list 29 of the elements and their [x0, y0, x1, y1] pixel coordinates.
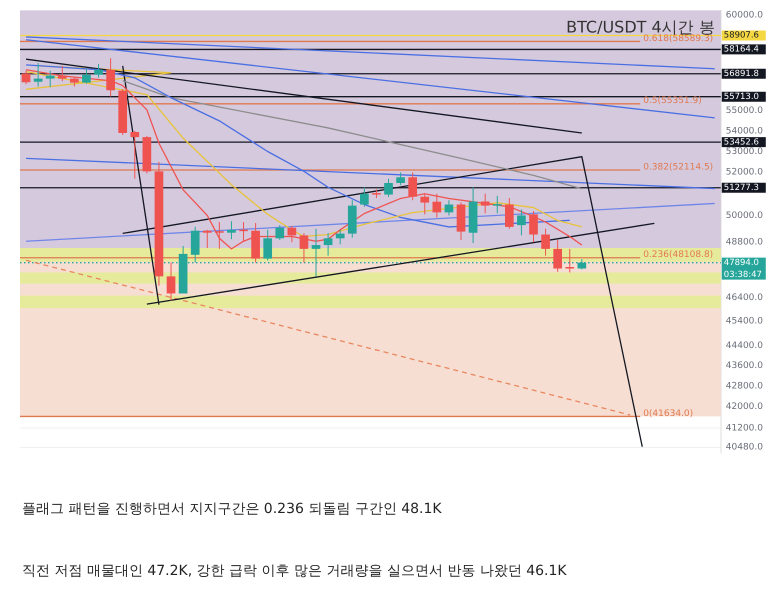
ref-line-label: 0.236(48108.8) — [643, 250, 714, 260]
ref-line-label: 58907.6 — [724, 30, 759, 41]
y-tick-label: 54000.0 — [726, 126, 764, 136]
y-tick-label: 45400.0 — [726, 316, 764, 327]
y-tick-label: 42000.0 — [726, 402, 764, 412]
y-tick-label: 50000.0 — [726, 210, 764, 221]
y-tick-label: 46400.0 — [726, 292, 764, 303]
ref-line-label: 0.5(55351.9) — [643, 96, 702, 106]
ref-line-label: 51277.3 — [724, 182, 759, 193]
ref-line-label: 47894.0 03:38:47 — [724, 258, 762, 280]
ref-line-label: 56891.8 — [724, 68, 759, 79]
y-tick-label: 44400.0 — [726, 341, 764, 352]
y-tick-label: 43600.0 — [726, 361, 764, 372]
y-tick-label: 60000.0 — [726, 10, 764, 21]
text: 직전 저점 매물대인 47.2K, 강한 급락 이후 많은 거래량을 실으면서 반동 나왔던 46.1K — [22, 562, 567, 580]
y-tick-label: 40480.0 — [726, 442, 764, 453]
y-tick-label: 48800.0 — [726, 237, 764, 248]
y-tick-label: 55000.0 — [726, 106, 764, 116]
text: 플래그 패턴을 진행하면서 지지구간은 0.236 되돌림 구간인 48.1K — [22, 500, 442, 518]
ref-line-label: 0.382(52114.5) — [643, 162, 714, 172]
ref-line-label: 0(41634.0) — [643, 408, 694, 419]
y-tick-label: 53000.0 — [726, 146, 764, 157]
y-tick-label: 52000.0 — [726, 168, 764, 178]
y-tick-label: 42800.0 — [726, 381, 764, 392]
ref-line-label: 53452.6 — [724, 137, 759, 148]
ref-line-label: 0.618(58589.3) — [643, 34, 714, 44]
ref-line-label: 58164.4 — [724, 44, 759, 55]
ref-line-label: 55713.0 — [724, 92, 759, 102]
y-tick-label: 41200.0 — [726, 423, 764, 434]
